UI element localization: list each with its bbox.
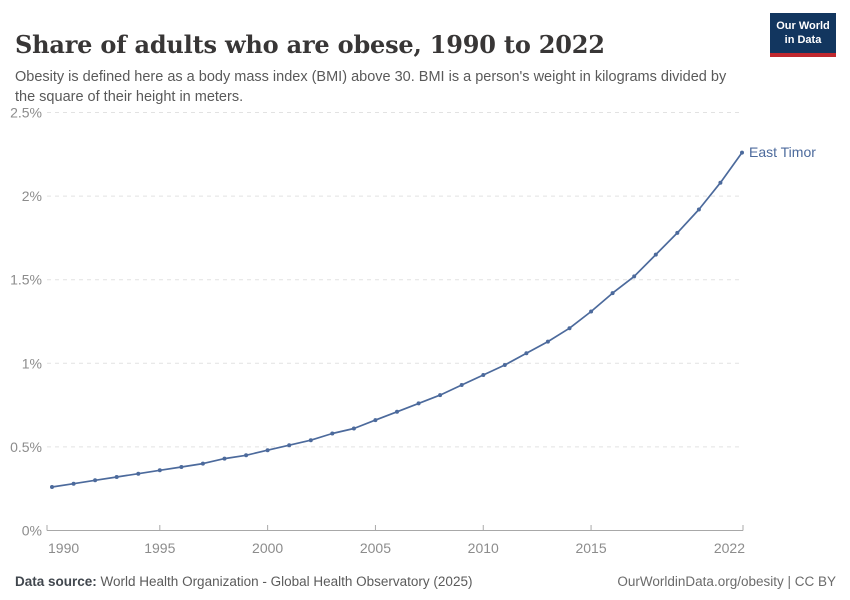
data-point xyxy=(481,373,486,377)
y-tick-label: 2.5% xyxy=(10,105,42,121)
data-point xyxy=(459,383,464,387)
x-tick-label: 2022 xyxy=(714,540,745,556)
data-point xyxy=(610,291,615,296)
data-point xyxy=(740,150,744,155)
x-tick-label: 2015 xyxy=(575,540,606,556)
owid-logo[interactable]: Our World in Data xyxy=(770,13,836,57)
data-point xyxy=(502,363,507,367)
data-point xyxy=(395,409,399,414)
chart-subtitle: Obesity is defined here as a body mass i… xyxy=(15,68,727,105)
data-point xyxy=(50,485,54,489)
page-title: Share of adults who are obese, 1990 to 2… xyxy=(15,30,605,60)
data-source-label: Data source: xyxy=(15,574,97,589)
credit-link[interactable]: OurWorldinData.org/obesity | CC BY xyxy=(617,574,836,589)
data-point xyxy=(330,431,335,436)
x-tick-label: 2010 xyxy=(468,540,499,556)
x-tick-label: 2005 xyxy=(360,540,391,556)
data-point xyxy=(632,274,637,279)
data-point xyxy=(93,478,98,483)
data-point xyxy=(675,230,680,235)
data-point xyxy=(567,326,572,331)
data-point xyxy=(351,426,356,431)
data-point xyxy=(438,393,443,398)
data-point xyxy=(545,339,550,344)
data-point xyxy=(589,309,594,314)
data-point xyxy=(373,418,378,423)
data-point xyxy=(718,180,723,185)
x-tick-label: 1995 xyxy=(144,540,175,556)
data-point xyxy=(71,481,76,486)
data-source-note: Data source: World Health Organization -… xyxy=(15,574,472,589)
data-point xyxy=(222,456,227,461)
data-point xyxy=(524,351,529,356)
y-tick-label: 1% xyxy=(22,355,42,371)
x-tick-label: 1990 xyxy=(48,540,79,556)
data-point xyxy=(244,453,249,458)
owid-logo-line2: in Data xyxy=(784,34,822,47)
series-line-east-timor xyxy=(51,151,743,488)
data-point xyxy=(308,438,313,443)
data-point xyxy=(265,448,270,453)
data-point xyxy=(200,461,205,466)
y-tick-label: 0.5% xyxy=(10,439,42,455)
series-end-label: East Timor xyxy=(749,144,816,160)
data-point xyxy=(179,465,184,469)
data-point xyxy=(416,401,421,406)
data-point xyxy=(653,252,658,257)
y-tick-label: 1.5% xyxy=(10,272,42,288)
data-point xyxy=(157,468,162,473)
chart-footer: Data source: World Health Organization -… xyxy=(15,574,836,589)
data-point xyxy=(136,471,141,476)
data-source-text: World Health Organization - Global Healt… xyxy=(96,574,473,589)
data-point xyxy=(114,475,119,479)
y-tick-label: 2% xyxy=(22,188,42,204)
x-tick-label: 2000 xyxy=(252,540,283,556)
y-tick-label: 0% xyxy=(22,523,42,539)
owid-logo-line1: Our World xyxy=(776,20,830,32)
data-point xyxy=(287,443,292,448)
data-point xyxy=(696,207,701,212)
